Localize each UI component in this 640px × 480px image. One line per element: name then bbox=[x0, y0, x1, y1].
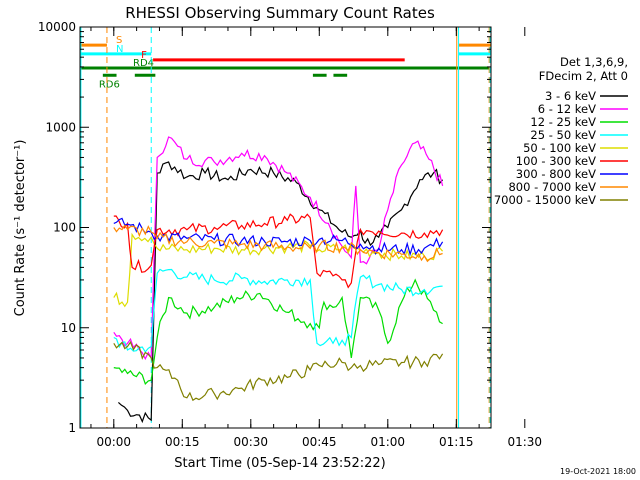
legend-label-100-300-kev: 100 - 300 keV bbox=[516, 154, 596, 168]
legend-header-line-1: Det 1,3,6,9, bbox=[560, 55, 628, 69]
x-tick-label-0130: 01:30 bbox=[507, 435, 542, 449]
series-line-25-50-kev bbox=[113, 268, 443, 353]
legend-label-300-800-kev: 300 - 800 keV bbox=[516, 167, 596, 181]
series-line-6-12-kev bbox=[113, 136, 444, 361]
legend-label-800-7000-kev: 800 - 7000 keV bbox=[508, 180, 596, 194]
series-line-3-6-kev bbox=[117, 161, 444, 424]
x-axis: 00:00 00:15 00:30 00:45 01:00 01:15 01:30 bbox=[90, 27, 542, 449]
x-tick-label-0100: 01:00 bbox=[370, 435, 405, 449]
x-tick-label-0015: 00:15 bbox=[165, 435, 200, 449]
y-tick-label-1000: 1000 bbox=[45, 120, 76, 134]
legend-label-25-50-kev: 25 - 50 keV bbox=[530, 128, 596, 142]
series-line-12-25-kev bbox=[113, 278, 443, 386]
state-label-rd6: RD6 bbox=[99, 79, 120, 90]
state-label-n: N bbox=[116, 44, 123, 55]
legend-label-6-12-kev: 6 - 12 keV bbox=[538, 102, 596, 116]
legend-label-50-100-kev: 50 - 100 keV bbox=[523, 141, 596, 155]
y-tick-label-100: 100 bbox=[53, 221, 76, 235]
legend-label-7000-15000-kev: 7000 - 15000 keV bbox=[494, 193, 596, 207]
y-tick-label-10000: 10000 bbox=[38, 20, 76, 34]
y-tick-label-10: 10 bbox=[61, 321, 76, 335]
series-line-100-300-kev bbox=[113, 213, 444, 289]
state-label-f: F bbox=[141, 50, 147, 61]
legend-label-12-25-kev: 12 - 25 keV bbox=[530, 115, 596, 129]
footer-date: 19-Oct-2021 18:00 bbox=[560, 467, 636, 476]
x-tick-label-0030: 00:30 bbox=[233, 435, 268, 449]
y-tick-label-1: 1 bbox=[68, 421, 76, 435]
y-axis-label: Count Rate (s⁻¹ detector⁻¹) bbox=[13, 140, 28, 317]
x-tick-label-0115: 01:15 bbox=[439, 435, 474, 449]
x-tick-label-0000: 00:00 bbox=[96, 435, 131, 449]
legend-label-3-6-kev: 3 - 6 keV bbox=[545, 89, 596, 103]
chart-title: RHESSI Observing Summary Count Rates bbox=[125, 4, 435, 22]
legend: Det 1,3,6,9, FDecim 2, Att 0 3 - 6 keV6 … bbox=[494, 55, 628, 207]
x-axis-label: Start Time (05-Sep-14 23:52:22) bbox=[174, 456, 385, 471]
state-label-rd4: RD4 bbox=[133, 58, 154, 69]
x-tick-label-0045: 00:45 bbox=[302, 435, 337, 449]
series-line-7000-15000-kev bbox=[113, 340, 444, 402]
series-lines bbox=[113, 136, 444, 424]
series-line-800-7000-kev bbox=[113, 224, 443, 263]
state-label-s: S bbox=[116, 35, 122, 46]
legend-header-line-2: FDecim 2, Att 0 bbox=[539, 69, 628, 83]
y-axis: 1 10 100 1000 10000 bbox=[38, 20, 491, 435]
